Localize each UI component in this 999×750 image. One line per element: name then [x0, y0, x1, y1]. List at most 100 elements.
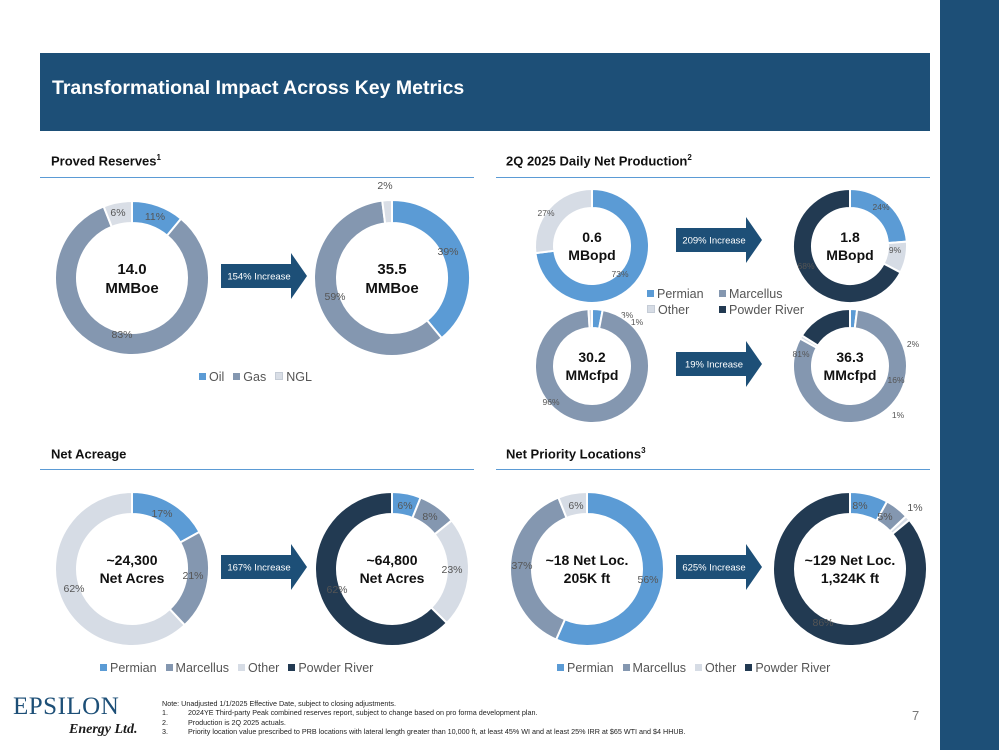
- legend-item-marcellus: Marcellus: [622, 661, 686, 675]
- value-label-powder-river: 16%: [887, 375, 904, 385]
- value-label-marcellus: 96%: [542, 397, 559, 407]
- center-value: 1.8: [840, 229, 860, 245]
- section-title-production: 2Q 2025 Daily Net Production2: [506, 153, 692, 169]
- center-unit: 1,324K ft: [821, 570, 880, 586]
- value-label-other: 27%: [537, 208, 554, 218]
- center-value: 35.5: [377, 261, 406, 278]
- value-label-ngl: 2%: [377, 180, 392, 192]
- right-accent-bar: [940, 0, 999, 750]
- legend-item-other: Other: [238, 661, 279, 675]
- center-value: 0.6: [582, 229, 602, 245]
- section-title-locations: Net Priority Locations3: [506, 446, 646, 462]
- value-label-other: 23%: [441, 564, 462, 576]
- slice-permian: [554, 490, 665, 647]
- legend-item-other: Other: [647, 303, 719, 317]
- center-value: 36.3: [836, 349, 863, 365]
- arrow-shape: [676, 341, 762, 387]
- center-unit: MBopd: [568, 247, 615, 263]
- footnote-intro: Note: Unadjusted 1/1/2025 Effective Date…: [162, 699, 396, 708]
- legend-item-oil: Oil: [199, 370, 224, 384]
- arrow-acreage: 167% Increase: [221, 544, 307, 590]
- arrow-reserves: 154% Increase: [221, 253, 307, 299]
- donut-locations-after: 8% 5% 1% 86% ~129 Net Loc. 1,324K ft: [772, 490, 928, 647]
- logo-subtitle: Energy Ltd.: [69, 722, 138, 737]
- slice-marcellus: [534, 308, 650, 424]
- slice-powder-river: [792, 187, 902, 304]
- center-value: ~24,300: [107, 552, 158, 568]
- legend-production: Permian Marcellus Other Powder River: [647, 287, 819, 317]
- slice-other: [557, 490, 588, 520]
- donut-oil-after: 24% 9% 68% 1.8 MBopd: [792, 187, 908, 304]
- center-unit: Net Acres: [360, 570, 425, 586]
- arrow-label: 167% Increase: [227, 563, 290, 574]
- slice-powder-river: [800, 307, 851, 348]
- legend-item-powder-river: Powder River: [745, 661, 830, 675]
- slice-marcellus: [792, 308, 908, 424]
- value-label-marcellus: 21%: [182, 570, 203, 582]
- legend-locations: Permian Marcellus Other Powder River: [557, 661, 839, 675]
- slice-other: [54, 490, 187, 647]
- legend-reserves: Oil Gas NGL: [199, 370, 321, 384]
- section-rule-acreage: [40, 469, 474, 470]
- value-label-permian: 2%: [907, 339, 920, 349]
- donut-locations-before: 56% 37% 6% ~18 Net Loc. 205K ft: [509, 490, 665, 647]
- arrow-label: 19% Increase: [685, 360, 743, 371]
- value-label-other: 1%: [631, 317, 644, 327]
- center-unit: 205K ft: [564, 570, 611, 586]
- legend-item-marcellus: Marcellus: [165, 661, 229, 675]
- slice-ngl: [102, 199, 133, 229]
- center-value: 30.2: [578, 349, 605, 365]
- slice-powder-river: [314, 490, 449, 647]
- epsilon-logo: EPSILON Energy Ltd.: [13, 693, 143, 745]
- center-value: ~129 Net Loc.: [805, 552, 896, 568]
- value-label-gas: 59%: [324, 291, 345, 303]
- title-banner: Transformational Impact Across Key Metri…: [40, 53, 930, 131]
- center-value: ~18 Net Loc.: [546, 552, 629, 568]
- section-rule-production: [496, 177, 930, 178]
- value-label-other: 1%: [907, 502, 922, 514]
- legend-item-permian: Permian: [100, 661, 157, 675]
- center-value: 14.0: [117, 261, 146, 278]
- legend-item-permian: Permian: [557, 661, 614, 675]
- center-value: ~64,800: [367, 552, 418, 568]
- arrow-shape: [676, 217, 762, 263]
- arrow-label: 154% Increase: [227, 272, 290, 283]
- arrow-shape: [221, 544, 307, 590]
- center-unit: MBopd: [826, 247, 873, 263]
- slice-other: [587, 307, 593, 330]
- donut-reserves-after: 39% 59% 2% 35.5 MMBoe: [313, 180, 471, 357]
- legend-item-powder-river: Powder River: [288, 661, 373, 675]
- slice-permian: [534, 187, 650, 304]
- value-label-marcellus: 81%: [792, 349, 809, 359]
- legend-item-ngl: NGL: [275, 370, 312, 384]
- donut-acreage-after: 6% 8% 23% 62% ~64,800 Net Acres: [314, 490, 470, 647]
- center-unit: MMcfpd: [824, 367, 877, 383]
- section-title-acreage: Net Acreage: [51, 446, 127, 462]
- page-title: Transformational Impact Across Key Metri…: [52, 77, 465, 99]
- legend-item-marcellus: Marcellus: [719, 287, 819, 301]
- value-label-powder-river: 62%: [326, 584, 347, 596]
- slice-powder-river: [772, 490, 928, 647]
- center-unit: MMBoe: [365, 280, 418, 297]
- donut-oil-before: 73% 27% 0.6 MBopd: [534, 187, 650, 304]
- legend-item-gas: Gas: [233, 370, 266, 384]
- arrow-label: 625% Increase: [682, 563, 745, 574]
- value-label-powder-river: 86%: [812, 617, 833, 629]
- arrow-shape: [676, 544, 762, 590]
- center-unit: MMBoe: [105, 280, 158, 297]
- logo-wordmark: EPSILON: [13, 693, 120, 720]
- slice-ngl: [381, 198, 393, 225]
- value-label-permian: 8%: [852, 500, 867, 512]
- value-label-other: 62%: [63, 583, 84, 595]
- value-label-permian: 17%: [151, 508, 172, 520]
- footnote-1: 1. 2024YE Third-party Peak combined reser…: [162, 708, 538, 718]
- page-number: 7: [912, 708, 920, 723]
- arrow-oil-production: 209% Increase: [676, 217, 762, 263]
- value-label-permian: 24%: [872, 202, 889, 212]
- value-label-marcellus: 8%: [422, 511, 437, 523]
- value-label-powder-river: 68%: [797, 261, 814, 271]
- center-unit: MMcfpd: [566, 367, 619, 383]
- arrow-locations: 625% Increase: [676, 544, 762, 590]
- value-label-other: 9%: [889, 245, 902, 255]
